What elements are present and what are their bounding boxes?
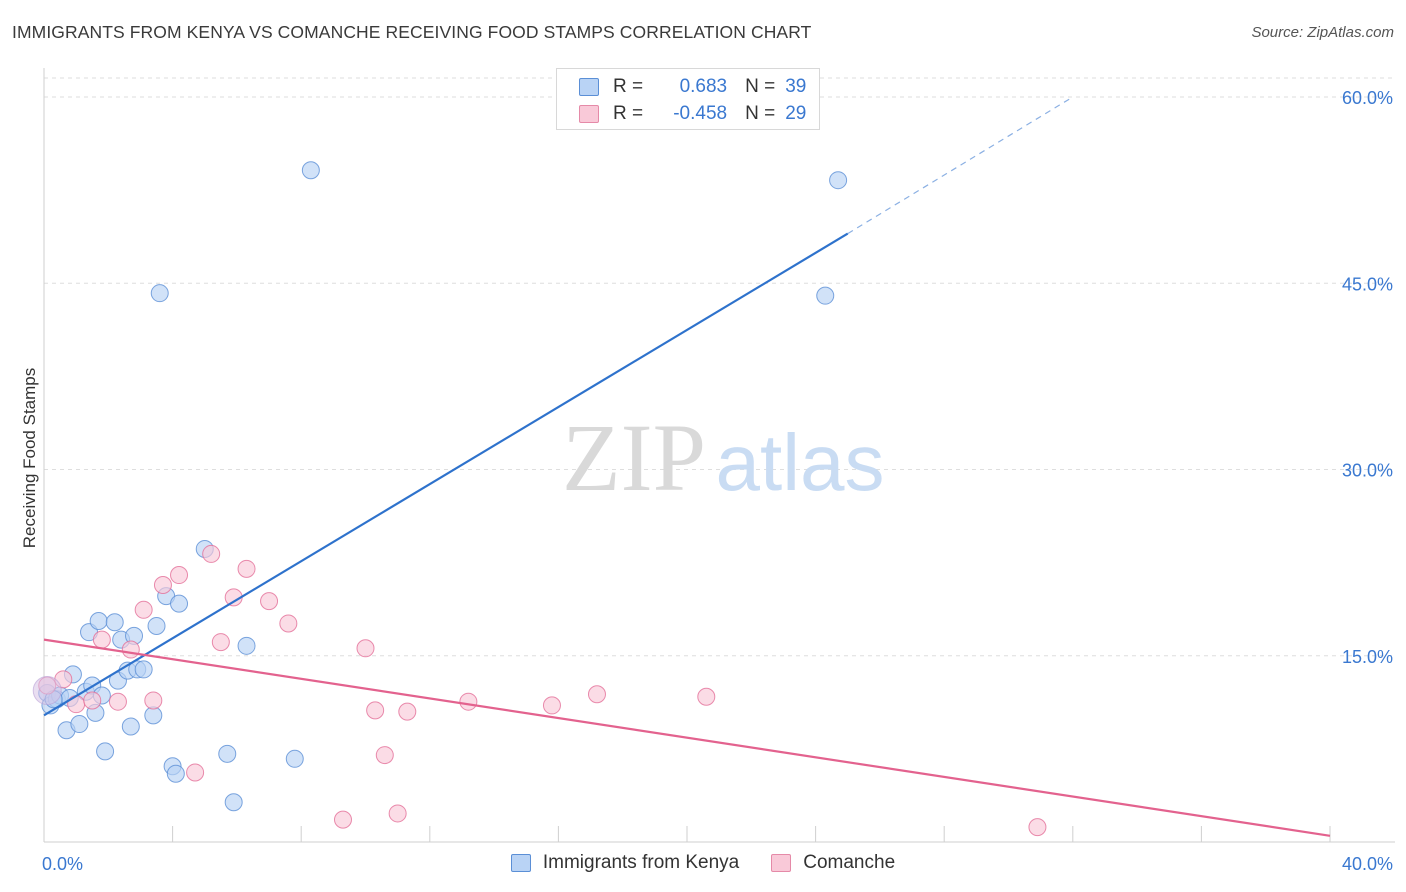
tick-labels: 15.0% 30.0% 45.0% 60.0% 0.0% 40.0% (42, 88, 1393, 874)
legend-r-value-comanche: -0.458 (673, 103, 728, 124)
legend-item-kenya: Immigrants from Kenya (510, 852, 740, 874)
kenya-point (147, 616, 166, 635)
legend-swatch-kenya (510, 854, 531, 872)
legend-n-value-comanche: 29 (785, 103, 807, 124)
kenya-point (829, 171, 848, 190)
series-legend: Immigrants from Kenya Comanche (0, 852, 1406, 874)
comanche-point (260, 592, 279, 611)
legend-n-value-kenya: 39 (785, 76, 807, 97)
kenya-point (301, 161, 320, 180)
comanche-point (202, 544, 221, 563)
legend-r-label: R = (613, 76, 644, 97)
kenya-point (121, 717, 140, 736)
kenya-point (89, 611, 108, 630)
comanche-point (186, 763, 205, 782)
correlation-legend: R = 0.683 N = 39 R = -0.458 N = 29 (556, 68, 820, 130)
comanche-point (388, 804, 407, 823)
comanche-point (83, 691, 102, 710)
axes (43, 68, 1395, 843)
y-tick-label: 30.0% (1342, 461, 1393, 481)
comanche-point (697, 687, 716, 706)
kenya-point (285, 749, 304, 768)
comanche-point (279, 614, 298, 633)
x-tick-label: 0.0% (42, 854, 83, 874)
chart-title: IMMIGRANTS FROM KENYA VS COMANCHE RECEIV… (12, 22, 812, 42)
legend-n-label: N = (745, 103, 776, 124)
kenya-point (150, 284, 169, 303)
comanche-point (153, 575, 172, 594)
legend-label-kenya: Immigrants from Kenya (542, 852, 740, 873)
watermark-zip: ZIP (562, 404, 706, 511)
legend-row-comanche: R = -0.458 N = 29 (579, 101, 806, 127)
legend-swatch-comanche (579, 105, 599, 123)
kenya-point (170, 594, 189, 613)
comanche-point (170, 566, 189, 585)
legend-swatch-kenya (579, 78, 599, 96)
comanche-point (356, 639, 375, 658)
comanche-point (108, 692, 127, 711)
overlap-cluster-point (32, 676, 62, 706)
source-credit: Source: ZipAtlas.com (1251, 24, 1394, 41)
y-tick-label: 15.0% (1342, 647, 1393, 667)
trend-lines (43, 96, 1331, 837)
comanche-point (144, 691, 163, 710)
comanche-point (333, 810, 352, 829)
comanche-point (459, 692, 478, 711)
watermark-atlas: atlas (716, 418, 885, 507)
kenya-trend-line (43, 232, 849, 717)
kenya-point (816, 286, 835, 305)
legend-n-label: N = (745, 76, 776, 97)
comanche-point (134, 600, 153, 619)
kenya-point (166, 764, 185, 783)
comanche-point (542, 696, 561, 715)
x-tick-label: 40.0% (1342, 854, 1393, 874)
legend-swatch-comanche (771, 854, 792, 872)
y-tick-label: 60.0% (1342, 88, 1393, 108)
legend-row-kenya: R = 0.683 N = 39 (579, 74, 806, 100)
comanche-point (237, 559, 256, 578)
y-tick-label: 45.0% (1342, 274, 1393, 294)
comanche-point (366, 701, 385, 720)
comanche-point (1028, 818, 1047, 837)
comanche-point (587, 685, 606, 704)
comanche-point (211, 633, 230, 652)
legend-r-value-kenya: 0.683 (679, 76, 728, 97)
legend-item-comanche: Comanche (771, 852, 895, 874)
kenya-point (224, 793, 243, 812)
kenya-point (134, 660, 153, 679)
legend-label-comanche: Comanche (803, 852, 896, 873)
legend-r-label: R = (613, 103, 644, 124)
kenya-point (96, 742, 115, 761)
comanche-point (121, 640, 140, 659)
kenya-trend-extension (847, 96, 1074, 235)
comanche-trend-line (43, 638, 1331, 837)
comanche-point (398, 702, 417, 721)
comanche-point (67, 695, 86, 714)
data-points (32, 161, 1047, 837)
comanche-point (375, 746, 394, 765)
kenya-point (237, 636, 256, 655)
kenya-point (218, 744, 237, 763)
comanche-point (92, 630, 111, 649)
kenya-point (70, 715, 89, 734)
kenya-point (105, 613, 124, 632)
